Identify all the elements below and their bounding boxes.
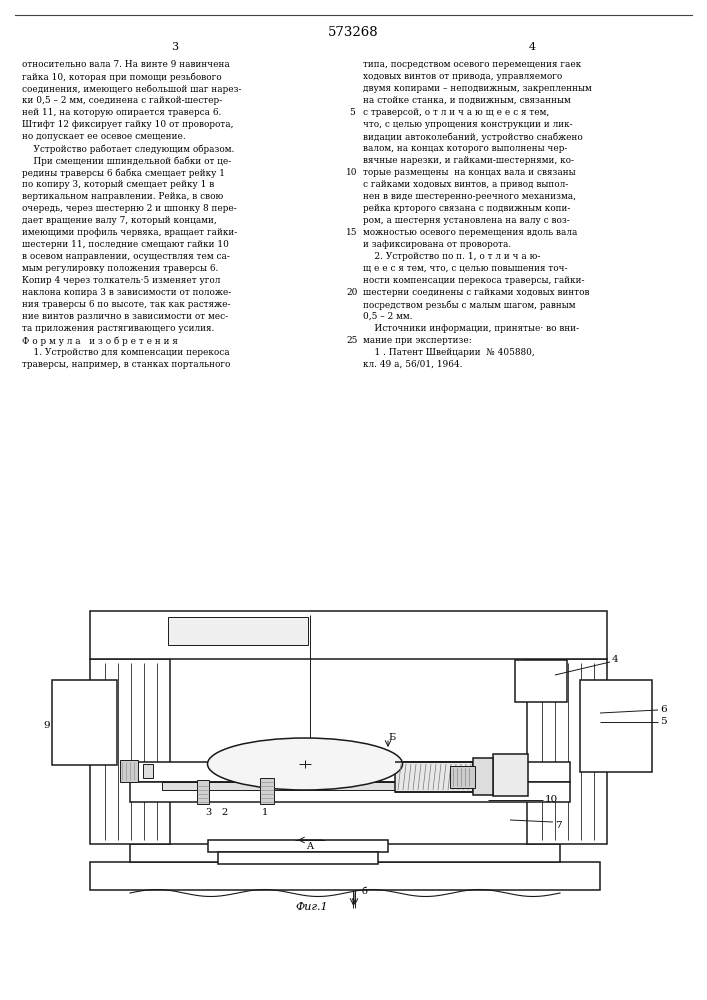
Text: двумя копирами – неподвижным, закрепленным: двумя копирами – неподвижным, закрепленн… xyxy=(363,84,592,93)
Text: 2. Устройство по п. 1, о т л и ч а ю-: 2. Устройство по п. 1, о т л и ч а ю- xyxy=(363,252,540,261)
Text: по копиру 3, который смещает рейку 1 в: по копиру 3, который смещает рейку 1 в xyxy=(22,180,214,189)
Text: кл. 49 а, 56/01, 1964.: кл. 49 а, 56/01, 1964. xyxy=(363,360,462,369)
Text: б: б xyxy=(362,888,368,896)
Bar xyxy=(130,782,570,802)
Text: 3: 3 xyxy=(205,808,211,817)
Text: Б: Б xyxy=(388,734,395,742)
Text: 0,5 – 2 мм.: 0,5 – 2 мм. xyxy=(363,312,412,321)
Bar xyxy=(527,659,607,844)
Bar xyxy=(395,762,473,792)
Text: При смещении шпиндельной бабки от це-: При смещении шпиндельной бабки от це- xyxy=(22,156,231,165)
Text: что, с целью упрощения конструкции и лик-: что, с целью упрощения конструкции и лик… xyxy=(363,120,573,129)
Bar xyxy=(90,659,170,844)
Text: рейка крторого связана с подвижным копи-: рейка крторого связана с подвижным копи- xyxy=(363,204,571,213)
Text: на стойке станка, и подвижным, связанным: на стойке станка, и подвижным, связанным xyxy=(363,96,571,105)
Text: с гайками ходовых винтов, а привод выпол-: с гайками ходовых винтов, а привод выпол… xyxy=(363,180,568,189)
Text: гайка 10, которая при помощи резьбового: гайка 10, которая при помощи резьбового xyxy=(22,72,221,82)
Bar xyxy=(162,782,447,790)
Text: 20: 20 xyxy=(346,288,358,297)
Text: ния траверсы 6 по высоте, так как растяже-: ния траверсы 6 по высоте, так как растяж… xyxy=(22,300,230,309)
Bar xyxy=(473,758,493,795)
Text: имеющими профиль червяка, вращает гайки-: имеющими профиль червяка, вращает гайки- xyxy=(22,228,238,237)
Text: 4: 4 xyxy=(528,42,536,52)
Bar xyxy=(493,754,528,796)
Text: с траверсой, о т л и ч а ю щ е е с я тем,: с траверсой, о т л и ч а ю щ е е с я тем… xyxy=(363,108,549,117)
Bar xyxy=(130,762,570,782)
Text: шестерни 11, последние смещают гайки 10: шестерни 11, последние смещают гайки 10 xyxy=(22,240,229,249)
Bar xyxy=(130,844,560,862)
Text: Копир 4 через толкатель·5 изменяет угол: Копир 4 через толкатель·5 изменяет угол xyxy=(22,276,221,285)
Text: вертикальном направлении. Рейка, в свою: вертикальном направлении. Рейка, в свою xyxy=(22,192,223,201)
Text: 573268: 573268 xyxy=(327,26,378,39)
Text: Фиг.1: Фиг.1 xyxy=(295,902,327,912)
Text: валом, на концах которого выполнены чер-: валом, на концах которого выполнены чер- xyxy=(363,144,568,153)
Bar xyxy=(515,660,567,702)
Text: ности компенсации перекоса траверсы, гайки-: ности компенсации перекоса траверсы, гай… xyxy=(363,276,585,285)
Text: 4: 4 xyxy=(612,656,619,664)
Text: 5: 5 xyxy=(660,718,667,726)
Text: но допускает ее осевое смещение.: но допускает ее осевое смещение. xyxy=(22,132,186,141)
Text: 1. Устройство для компенсации перекоса: 1. Устройство для компенсации перекоса xyxy=(22,348,230,357)
Bar xyxy=(208,840,388,852)
Text: торые размещены  на концах вала и связаны: торые размещены на концах вала и связаны xyxy=(363,168,575,177)
Text: траверсы, например, в станках портального: траверсы, например, в станках портальног… xyxy=(22,360,230,369)
Text: 25: 25 xyxy=(346,336,358,345)
Text: мым регулировку положения траверсы 6.: мым регулировку положения траверсы 6. xyxy=(22,264,218,273)
Text: ром, а шестерня установлена на валу с воз-: ром, а шестерня установлена на валу с во… xyxy=(363,216,570,225)
Text: Источники информации, принятые· во вни-: Источники информации, принятые· во вни- xyxy=(363,324,579,333)
Text: Устройство работает следующим образом.: Устройство работает следующим образом. xyxy=(22,144,235,153)
Text: 6: 6 xyxy=(660,706,667,714)
Bar xyxy=(197,780,209,804)
Text: видации автоколебаний, устройство снабжено: видации автоколебаний, устройство снабже… xyxy=(363,132,583,141)
Text: 3: 3 xyxy=(171,42,179,52)
Text: 7: 7 xyxy=(555,820,561,830)
Text: ки 0,5 – 2 мм, соединена с гайкой-шестер-: ки 0,5 – 2 мм, соединена с гайкой-шестер… xyxy=(22,96,222,105)
Text: мание при экспертизе:: мание при экспертизе: xyxy=(363,336,472,345)
Bar xyxy=(450,766,475,788)
Text: в осевом направлении, осуществляя тем са-: в осевом направлении, осуществляя тем са… xyxy=(22,252,230,261)
Text: 5: 5 xyxy=(349,108,355,117)
Text: дает вращение валу 7, который концами,: дает вращение валу 7, который концами, xyxy=(22,216,217,225)
Text: наклона копира 3 в зависимости от положе-: наклона копира 3 в зависимости от положе… xyxy=(22,288,231,297)
Text: 10: 10 xyxy=(545,796,559,804)
Text: A: A xyxy=(307,842,313,851)
Text: ней 11, на которую опирается траверса 6.: ней 11, на которую опирается траверса 6. xyxy=(22,108,221,117)
Text: очередь, через шестерню 2 и шпонку 8 пере-: очередь, через шестерню 2 и шпонку 8 пер… xyxy=(22,204,237,213)
Bar xyxy=(580,680,652,772)
Bar xyxy=(168,617,308,645)
Bar xyxy=(52,680,117,765)
Bar xyxy=(260,778,274,804)
Bar xyxy=(90,611,607,659)
Text: 9: 9 xyxy=(43,720,50,730)
Text: A: A xyxy=(271,743,279,752)
Text: нен в виде шестеренно-реечного механизма,: нен в виде шестеренно-реечного механизма… xyxy=(363,192,576,201)
Ellipse shape xyxy=(207,738,402,790)
Text: редины траверсы 6 бабка смещает рейку 1: редины траверсы 6 бабка смещает рейку 1 xyxy=(22,168,225,178)
Text: 1 . Патент Швейцарии  № 405880,: 1 . Патент Швейцарии № 405880, xyxy=(363,348,534,357)
Text: ходовых винтов от привода, управляемого: ходовых винтов от привода, управляемого xyxy=(363,72,562,81)
Text: относительно вала 7. На винте 9 навинчена: относительно вала 7. На винте 9 навинчен… xyxy=(22,60,230,69)
Text: и зафиксирована от проворота.: и зафиксирована от проворота. xyxy=(363,240,511,249)
Bar xyxy=(120,760,138,782)
Text: посредством резьбы с малым шагом, равным: посредством резьбы с малым шагом, равным xyxy=(363,300,575,310)
Text: 10: 10 xyxy=(346,168,358,177)
Bar xyxy=(90,862,600,890)
Text: щ е е с я тем, что, с целью повышения точ-: щ е е с я тем, что, с целью повышения то… xyxy=(363,264,568,273)
Bar xyxy=(218,852,378,864)
Text: можностью осевого перемещения вдоль вала: можностью осевого перемещения вдоль вала xyxy=(363,228,578,237)
Text: шестерни соединены с гайками ходовых винтов: шестерни соединены с гайками ходовых вин… xyxy=(363,288,590,297)
Text: типа, посредством осевого перемещения гаек: типа, посредством осевого перемещения га… xyxy=(363,60,581,69)
Text: Штифт 12 фиксирует гайку 10 от проворота,: Штифт 12 фиксирует гайку 10 от проворота… xyxy=(22,120,233,129)
Text: 2: 2 xyxy=(222,808,228,817)
Text: соединения, имеющего небольшой шаг нарез-: соединения, имеющего небольшой шаг нарез… xyxy=(22,84,242,94)
Text: та приложения растягивающего усилия.: та приложения растягивающего усилия. xyxy=(22,324,214,333)
Text: Ф о р м у л а   и з о б р е т е н и я: Ф о р м у л а и з о б р е т е н и я xyxy=(22,336,178,346)
Bar xyxy=(143,764,153,778)
Text: 15: 15 xyxy=(346,228,358,237)
Text: 1: 1 xyxy=(262,808,268,817)
Text: ние винтов различно в зависимости от мес-: ние винтов различно в зависимости от мес… xyxy=(22,312,228,321)
Text: вячные нарезки, и гайками-шестернями, ко-: вячные нарезки, и гайками-шестернями, ко… xyxy=(363,156,574,165)
